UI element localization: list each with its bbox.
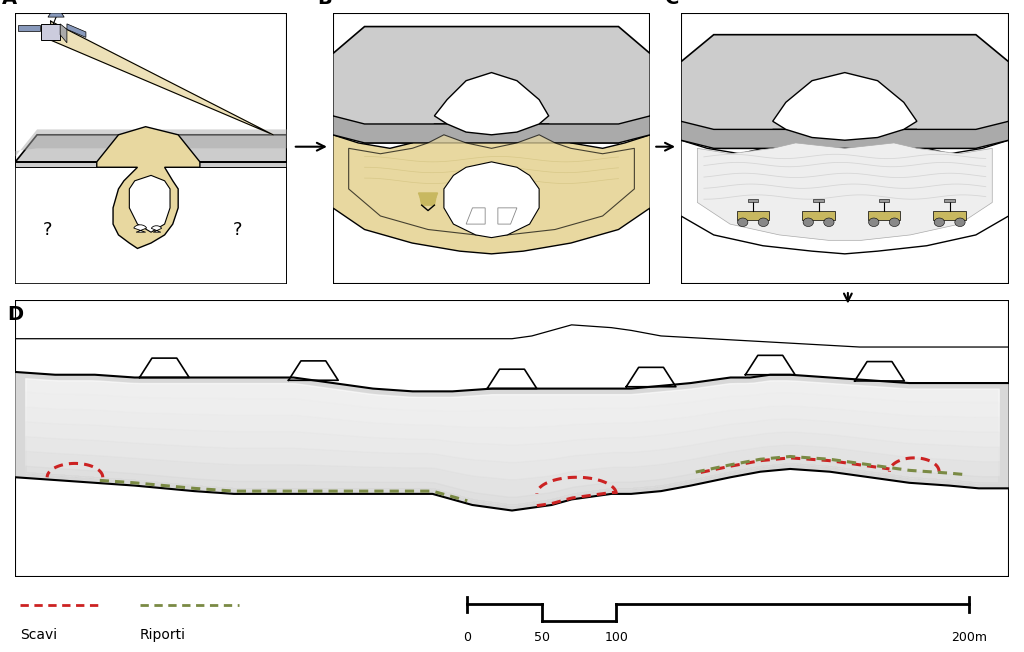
- Polygon shape: [139, 358, 189, 378]
- Polygon shape: [803, 211, 835, 220]
- Polygon shape: [944, 198, 954, 202]
- Text: B: B: [317, 0, 332, 8]
- Polygon shape: [498, 208, 517, 224]
- Circle shape: [758, 218, 769, 226]
- Text: C: C: [665, 0, 679, 8]
- Polygon shape: [681, 129, 1009, 254]
- Polygon shape: [627, 367, 676, 387]
- Polygon shape: [813, 198, 823, 202]
- Text: A: A: [2, 0, 17, 8]
- Polygon shape: [879, 198, 889, 202]
- Polygon shape: [134, 225, 146, 232]
- Polygon shape: [15, 129, 287, 156]
- Polygon shape: [15, 162, 287, 168]
- Polygon shape: [333, 124, 650, 254]
- Polygon shape: [934, 211, 966, 220]
- Polygon shape: [348, 135, 634, 235]
- Polygon shape: [129, 175, 170, 232]
- Polygon shape: [48, 13, 65, 17]
- Polygon shape: [487, 369, 537, 389]
- Circle shape: [934, 218, 944, 226]
- Text: 50: 50: [534, 631, 550, 644]
- Text: 200m: 200m: [951, 631, 987, 644]
- Circle shape: [889, 218, 900, 226]
- Polygon shape: [60, 24, 67, 43]
- Circle shape: [868, 218, 879, 226]
- Text: ?: ?: [43, 220, 52, 239]
- Polygon shape: [444, 162, 539, 237]
- Polygon shape: [420, 197, 436, 205]
- Polygon shape: [15, 162, 287, 284]
- Polygon shape: [681, 35, 1009, 149]
- Polygon shape: [152, 226, 162, 232]
- Polygon shape: [96, 126, 200, 248]
- Polygon shape: [748, 198, 758, 202]
- Polygon shape: [419, 193, 437, 197]
- Circle shape: [823, 218, 835, 226]
- Polygon shape: [466, 208, 485, 224]
- Text: 0: 0: [463, 631, 471, 644]
- Polygon shape: [50, 21, 273, 135]
- Polygon shape: [333, 27, 650, 143]
- Text: 100: 100: [604, 631, 629, 644]
- Circle shape: [954, 218, 966, 226]
- Polygon shape: [773, 72, 916, 140]
- Polygon shape: [333, 116, 650, 143]
- Polygon shape: [289, 361, 338, 380]
- Circle shape: [803, 218, 813, 226]
- Polygon shape: [855, 362, 904, 381]
- Text: Scavi: Scavi: [20, 628, 57, 642]
- Polygon shape: [67, 24, 86, 37]
- Polygon shape: [434, 72, 549, 135]
- Circle shape: [737, 218, 748, 226]
- Text: ?: ?: [233, 220, 243, 239]
- Polygon shape: [697, 143, 992, 241]
- Text: D: D: [7, 305, 24, 325]
- Polygon shape: [681, 121, 1009, 149]
- Polygon shape: [868, 211, 900, 220]
- Polygon shape: [15, 135, 287, 162]
- Polygon shape: [15, 372, 1009, 511]
- Polygon shape: [737, 211, 769, 220]
- Polygon shape: [41, 24, 60, 40]
- Text: Riporti: Riporti: [139, 628, 185, 642]
- Polygon shape: [18, 25, 40, 31]
- Polygon shape: [745, 355, 795, 375]
